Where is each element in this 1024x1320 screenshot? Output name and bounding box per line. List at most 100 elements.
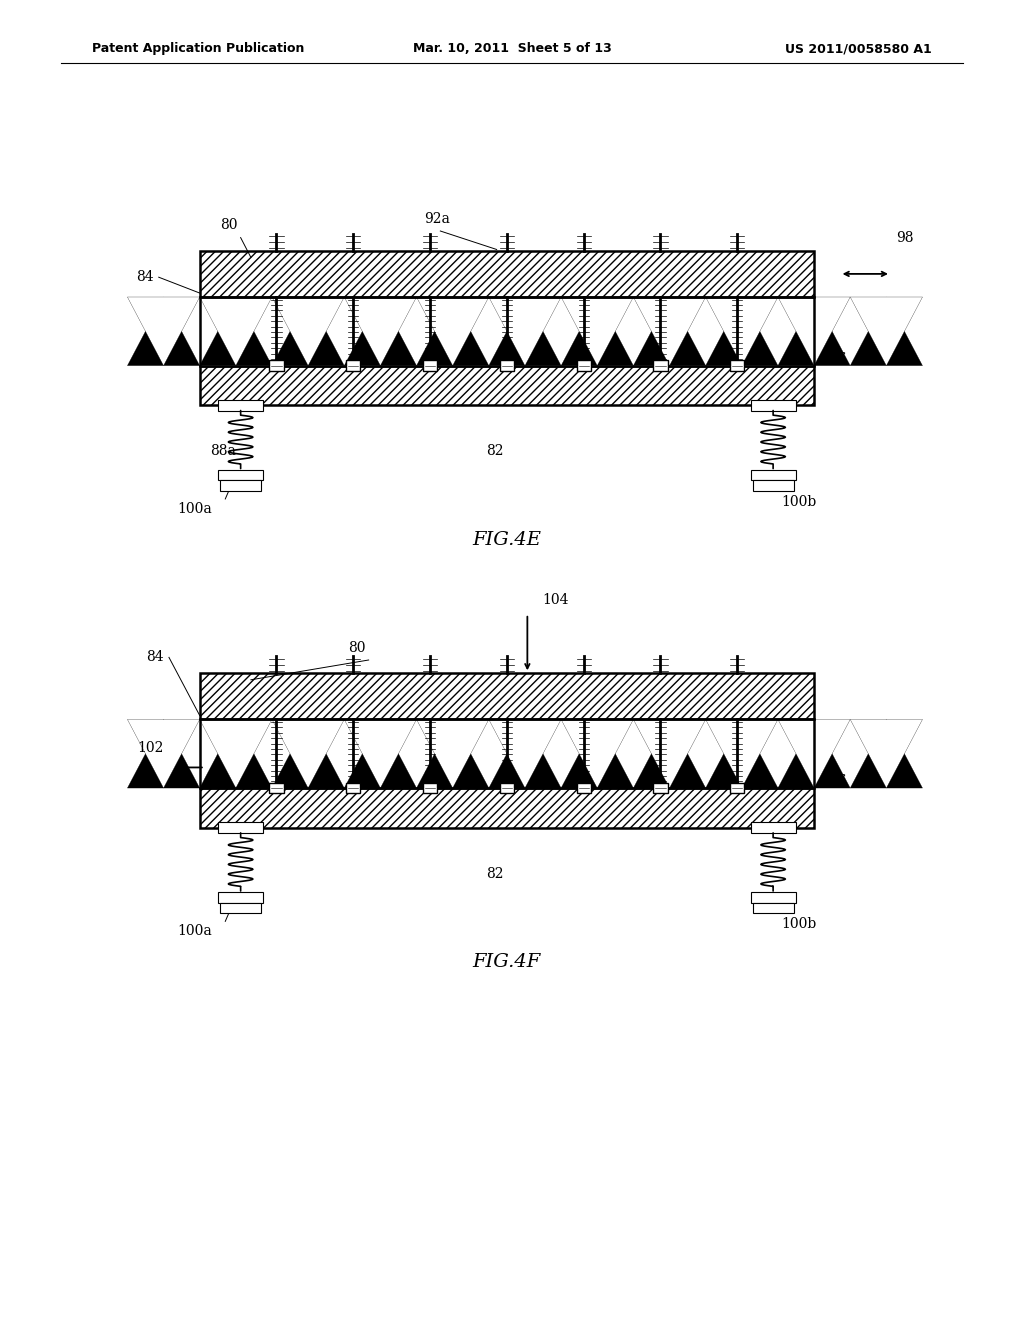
Polygon shape [561,719,634,788]
Bar [200,366,814,405]
Polygon shape [778,297,850,366]
Polygon shape [200,719,272,788]
Text: US 2011/0058580 A1: US 2011/0058580 A1 [785,42,932,55]
Bar [218,470,263,480]
Polygon shape [344,719,417,788]
Bar [218,892,263,903]
Text: 104: 104 [543,593,569,607]
Bar [751,470,796,480]
Text: 100a: 100a [177,924,212,939]
Bar [218,400,263,411]
Polygon shape [488,297,561,366]
Bar [218,822,263,833]
Polygon shape [488,719,561,788]
Bar [577,783,591,793]
Bar [200,788,814,828]
Polygon shape [127,719,200,788]
Polygon shape [850,719,923,788]
Bar [220,480,261,491]
Bar [200,673,814,719]
Text: 82: 82 [486,867,504,880]
Bar [200,297,814,366]
Polygon shape [706,297,778,366]
Polygon shape [778,297,850,366]
Bar [423,783,437,793]
Polygon shape [127,297,200,366]
Polygon shape [850,719,923,788]
Text: FIG.4F: FIG.4F [473,953,541,972]
Text: Patent Application Publication: Patent Application Publication [92,42,304,55]
Polygon shape [344,297,417,366]
Bar [500,360,514,371]
Polygon shape [272,297,344,366]
Polygon shape [634,719,706,788]
Text: 80: 80 [348,640,366,655]
Polygon shape [272,297,344,366]
Polygon shape [417,719,488,788]
Polygon shape [706,719,778,788]
Text: 80: 80 [220,218,238,232]
Bar [753,903,794,913]
Bar [653,783,668,793]
Polygon shape [344,719,417,788]
Bar [500,783,514,793]
Bar [200,719,814,788]
Text: 102: 102 [137,741,164,755]
Polygon shape [634,297,706,366]
Polygon shape [417,297,488,366]
Polygon shape [850,297,923,366]
Bar [200,251,814,297]
Polygon shape [561,297,634,366]
Polygon shape [706,297,778,366]
Text: 84: 84 [146,651,164,664]
Bar [269,360,284,371]
Text: Mar. 10, 2011  Sheet 5 of 13: Mar. 10, 2011 Sheet 5 of 13 [413,42,611,55]
Polygon shape [344,297,417,366]
Bar [577,360,591,371]
Polygon shape [634,719,706,788]
Polygon shape [272,719,344,788]
Bar [751,892,796,903]
Text: 92a: 92a [424,211,451,226]
Text: 100a: 100a [177,502,212,516]
Text: 84: 84 [136,271,154,284]
Bar [346,360,360,371]
Bar [751,400,796,411]
Bar [200,788,814,828]
Polygon shape [561,297,634,366]
Bar [269,783,284,793]
Polygon shape [127,297,200,366]
Text: FIG.4E: FIG.4E [472,531,542,549]
Polygon shape [200,297,272,366]
Bar [423,360,437,371]
Bar [200,251,814,297]
Bar [200,366,814,405]
Bar [200,297,814,366]
Polygon shape [200,297,272,366]
Bar [200,719,814,788]
Polygon shape [272,719,344,788]
Polygon shape [561,719,634,788]
Bar [730,783,744,793]
Bar [200,673,814,719]
Bar [730,360,744,371]
Polygon shape [127,719,200,788]
Polygon shape [850,297,923,366]
Text: 82: 82 [486,445,504,458]
Polygon shape [417,297,488,366]
Text: 88a: 88a [210,445,236,458]
Bar [220,903,261,913]
Polygon shape [488,297,561,366]
Text: 86: 86 [829,775,847,788]
Text: 100b: 100b [781,917,816,932]
Bar [346,783,360,793]
Polygon shape [778,719,850,788]
Bar [753,480,794,491]
Polygon shape [706,719,778,788]
Polygon shape [778,719,850,788]
Polygon shape [634,297,706,366]
Text: 98: 98 [896,231,913,244]
Text: 100b: 100b [781,495,816,510]
Text: 86: 86 [829,352,847,366]
Bar [751,822,796,833]
